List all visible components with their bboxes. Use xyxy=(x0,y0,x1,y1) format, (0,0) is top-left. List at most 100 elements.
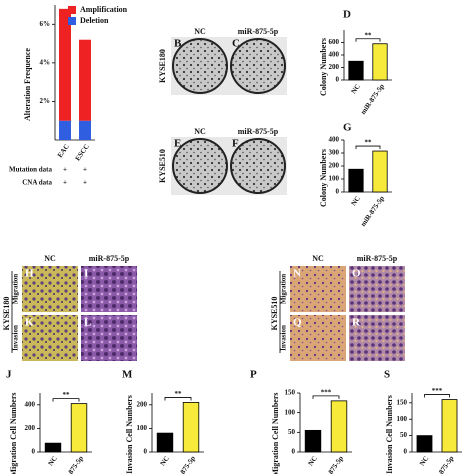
y-tick-label: 6% xyxy=(40,20,51,28)
x-tick-label: miR-875-5p xyxy=(58,454,85,474)
significance-bracket xyxy=(52,398,80,402)
micrograph xyxy=(290,266,346,312)
y-axis-label: Colony Numbers xyxy=(319,149,328,207)
column-header: miR-875-5p xyxy=(357,254,398,263)
column-header: miR-875-5p xyxy=(238,127,279,136)
bar xyxy=(348,60,364,81)
y-tick-label: 0 xyxy=(32,448,36,456)
bar xyxy=(372,43,388,81)
assay-label: Invasion xyxy=(280,325,288,351)
bar xyxy=(330,400,348,453)
row-label: CNA data xyxy=(22,179,52,187)
y-tick-label: 200 xyxy=(25,424,36,432)
legend-label: Deletion xyxy=(80,16,109,25)
significance-bracket xyxy=(164,397,192,401)
bar xyxy=(304,429,322,453)
x-tick-label: miR-875-5p xyxy=(359,82,386,116)
significance-label: ** xyxy=(175,390,183,398)
bar xyxy=(416,435,433,453)
bar xyxy=(441,399,458,453)
column-header: NC xyxy=(194,127,206,136)
bar-segment xyxy=(79,39,91,121)
y-tick-label: 400 xyxy=(25,400,36,408)
row-mark: + xyxy=(83,179,87,187)
panel-letter: G xyxy=(343,122,352,134)
bar xyxy=(70,403,88,453)
legend-swatch xyxy=(68,17,76,25)
significance-bracket xyxy=(424,394,450,398)
y-tick-label: 150 xyxy=(285,389,296,397)
assay-label: Invasion xyxy=(12,325,20,351)
y-tick-label: 0 xyxy=(292,448,296,456)
assay-label: Migration xyxy=(12,274,20,304)
x-tick-label: NC xyxy=(159,454,171,467)
bar xyxy=(156,432,174,453)
micrograph xyxy=(81,266,137,312)
significance-bracket xyxy=(312,395,340,399)
micrograph xyxy=(22,315,78,361)
y-tick-label: 150 xyxy=(397,398,408,406)
bar-segment xyxy=(59,120,71,140)
panel-letter: B xyxy=(174,38,182,50)
y-axis-label: Migration Cell Numbers xyxy=(9,393,18,474)
x-tick-label: miR-875-5p xyxy=(170,454,197,474)
panel-letter: F xyxy=(232,138,239,150)
x-tick-label: NC xyxy=(418,454,430,467)
y-tick-label: 200 xyxy=(329,162,340,170)
panel-letter: H xyxy=(25,268,34,280)
panel-letter: C xyxy=(232,38,240,50)
x-tick-label: ESCC xyxy=(74,142,91,162)
x-tick-label: miR-875-5p xyxy=(318,454,345,474)
y-tick-label: 100 xyxy=(285,408,296,416)
y-axis-label: Migration Cell Numbers xyxy=(271,393,280,474)
significance-label: ** xyxy=(365,139,373,147)
panel-letter: S xyxy=(384,369,390,381)
panel-letter: N xyxy=(293,268,301,280)
bar xyxy=(372,150,388,193)
significance-label: *** xyxy=(321,388,332,396)
significance-label: ** xyxy=(365,31,373,39)
y-tick-label: 100 xyxy=(397,415,408,423)
y-tick-label: 200 xyxy=(137,400,148,408)
micrograph xyxy=(349,315,405,361)
micrograph xyxy=(22,266,78,312)
y-tick-label: 0 xyxy=(336,76,340,84)
y-tick-label: 0 xyxy=(144,448,148,456)
y-tick-label: 4% xyxy=(40,58,51,66)
panel-letter: R xyxy=(352,317,361,329)
y-tick-label: 100 xyxy=(329,175,340,183)
y-tick-label: 50 xyxy=(400,431,408,439)
significance-label: *** xyxy=(432,387,443,395)
panel-letter: P xyxy=(250,369,257,381)
y-axis-label: Invasion Cell Numbers xyxy=(125,395,134,474)
panel-letter: O xyxy=(352,268,361,280)
significance-bracket xyxy=(355,38,381,42)
y-tick-label: 100 xyxy=(137,424,148,432)
y-tick-label: 0 xyxy=(404,448,408,456)
panel-letter: L xyxy=(84,317,91,329)
y-tick-label: 2% xyxy=(40,97,51,105)
significance-label: ** xyxy=(63,391,71,399)
micrograph xyxy=(290,315,346,361)
plate-dish xyxy=(172,38,228,94)
panel-letter: Q xyxy=(293,317,302,329)
x-tick-label: miR-875-5p xyxy=(359,194,386,228)
bar xyxy=(182,402,200,453)
bar-segment xyxy=(59,8,71,121)
micrograph xyxy=(81,315,137,361)
row-mark: + xyxy=(83,166,87,174)
panel-letter: K xyxy=(25,317,34,329)
y-tick-label: 50 xyxy=(288,428,296,436)
row-label: KYSE510 xyxy=(158,149,167,183)
plate-dish xyxy=(172,138,228,194)
y-tick-label: 0 xyxy=(336,188,340,196)
legend-label: Amplification xyxy=(80,5,128,14)
row-label: KYSE180 xyxy=(158,49,167,83)
y-tick-label: 200 xyxy=(329,63,340,71)
row-mark: + xyxy=(63,179,67,187)
y-axis-label: Invasion Cell Numbers xyxy=(385,395,394,474)
y-axis-label: Colony Numbers xyxy=(319,38,328,96)
y-tick-label: 400 xyxy=(329,51,340,59)
x-tick-label: NC xyxy=(307,454,319,467)
